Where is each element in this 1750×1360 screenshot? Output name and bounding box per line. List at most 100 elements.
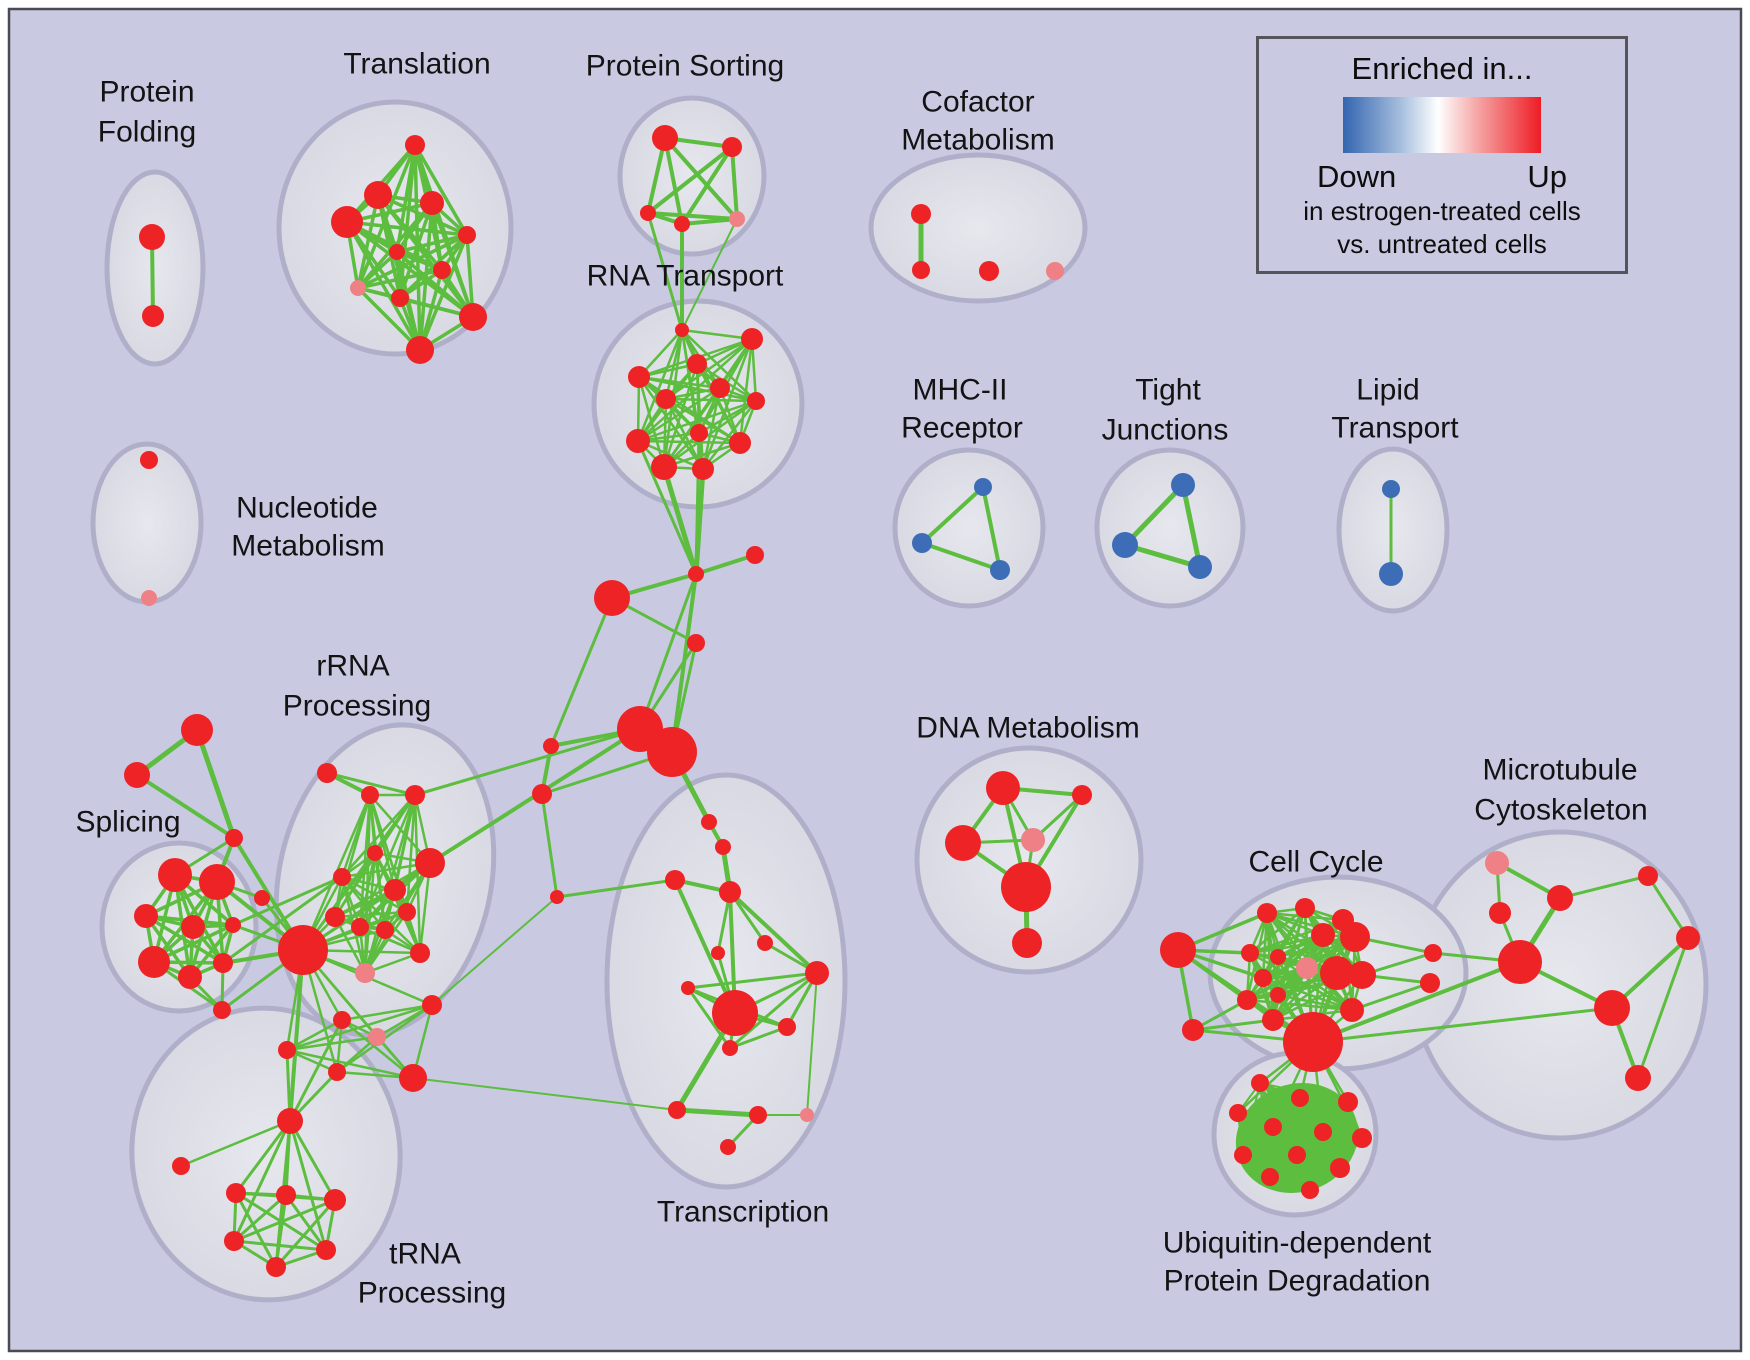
network-node (1498, 940, 1542, 984)
network-node (325, 907, 345, 927)
cluster-label: Processing (358, 1277, 506, 1310)
cluster-label: Transcription (657, 1196, 829, 1229)
network-node (1241, 944, 1259, 962)
network-node (647, 727, 697, 777)
network-node (1340, 922, 1370, 952)
network-node (550, 890, 564, 904)
network-node (350, 280, 366, 296)
cluster-label: Ubiquitin-dependent (1163, 1227, 1432, 1260)
network-edge (221, 875, 344, 965)
network-node (140, 451, 158, 469)
network-edge (135, 773, 236, 840)
network-node (1330, 1158, 1350, 1178)
network-edge (646, 211, 739, 221)
network-edge (356, 233, 469, 290)
network-node (333, 1011, 351, 1029)
network-edge (285, 1018, 344, 1052)
cluster-label: Metabolism (231, 530, 384, 563)
network-node (415, 848, 445, 878)
network-node (1420, 973, 1440, 993)
network-edge (730, 145, 739, 221)
network-edge (234, 1191, 278, 1269)
network-node (213, 1001, 231, 1019)
network-edge (1248, 906, 1307, 955)
network-edge (179, 1119, 292, 1168)
network-edge (1311, 1006, 1614, 1044)
network-edge (636, 439, 742, 445)
network-node (172, 1157, 190, 1175)
cluster-label: Junctions (1102, 414, 1229, 447)
network-node (687, 634, 705, 652)
cluster-label: Tight (1135, 374, 1201, 407)
network-edge (333, 910, 409, 919)
network-edge (680, 328, 758, 403)
network-node (665, 870, 685, 890)
network-node (652, 125, 678, 151)
network-edge (356, 250, 399, 290)
network-node (1296, 957, 1318, 979)
legend-down-label: Down (1317, 159, 1397, 194)
legend-description-line1: in estrogen-treated cells (1303, 196, 1581, 226)
cluster-label: tRNA (389, 1238, 461, 1271)
network-node (178, 965, 202, 989)
network-node (134, 904, 158, 928)
network-node (139, 224, 165, 250)
network-node (333, 868, 351, 886)
network-edge (673, 878, 737, 1015)
network-edge (638, 572, 698, 731)
legend-endpoints: Down Up (1317, 159, 1567, 195)
network-edge (413, 143, 469, 237)
network-edge (663, 136, 739, 221)
network-node (1638, 866, 1658, 886)
cluster-label: Processing (283, 690, 431, 723)
network-node (640, 205, 656, 221)
network-node (1382, 480, 1400, 498)
network-node (1311, 923, 1335, 947)
network-node (688, 566, 704, 582)
network-edge (1248, 951, 1354, 1012)
network-edge (728, 971, 819, 1050)
network-node (181, 714, 213, 746)
network-edge (1350, 981, 1432, 1012)
network-edge (288, 948, 305, 1123)
network-edge (356, 268, 444, 290)
network-edge (356, 193, 380, 290)
network-edge (234, 1119, 292, 1195)
network-node (979, 261, 999, 281)
legend-gradient-bar (1343, 97, 1541, 153)
network-edge (301, 861, 432, 952)
cluster-label: Protein Degradation (1164, 1265, 1431, 1298)
network-edge (981, 485, 1002, 572)
network-node (158, 858, 192, 892)
network-edge (680, 217, 739, 226)
network-node (749, 1106, 767, 1124)
network-edge (194, 727, 237, 841)
network-node (712, 990, 758, 1036)
network-edge (1248, 935, 1357, 955)
cluster-label: Microtubule (1482, 754, 1637, 787)
network-edge (333, 915, 367, 975)
network-node (124, 762, 150, 788)
network-node (351, 918, 369, 936)
network-node (398, 903, 416, 921)
network-node (277, 1108, 303, 1134)
network-node (690, 424, 708, 442)
network-edge (680, 328, 754, 341)
network-node (389, 244, 405, 260)
network-node (1012, 928, 1042, 958)
network-node (1251, 1074, 1269, 1092)
network-edge (662, 399, 758, 469)
network-node (1229, 1104, 1247, 1122)
network-node (1270, 987, 1286, 1003)
network-node (1489, 902, 1511, 924)
network-edge (418, 861, 432, 955)
cluster-label: Lipid (1356, 374, 1419, 407)
network-edge (150, 235, 155, 318)
network-edge (412, 1077, 678, 1111)
legend-title: Enriched in... (1351, 51, 1533, 86)
cluster-bubble-rrna-processing (273, 722, 497, 1038)
network-node (986, 771, 1020, 805)
network-node (367, 845, 383, 861)
